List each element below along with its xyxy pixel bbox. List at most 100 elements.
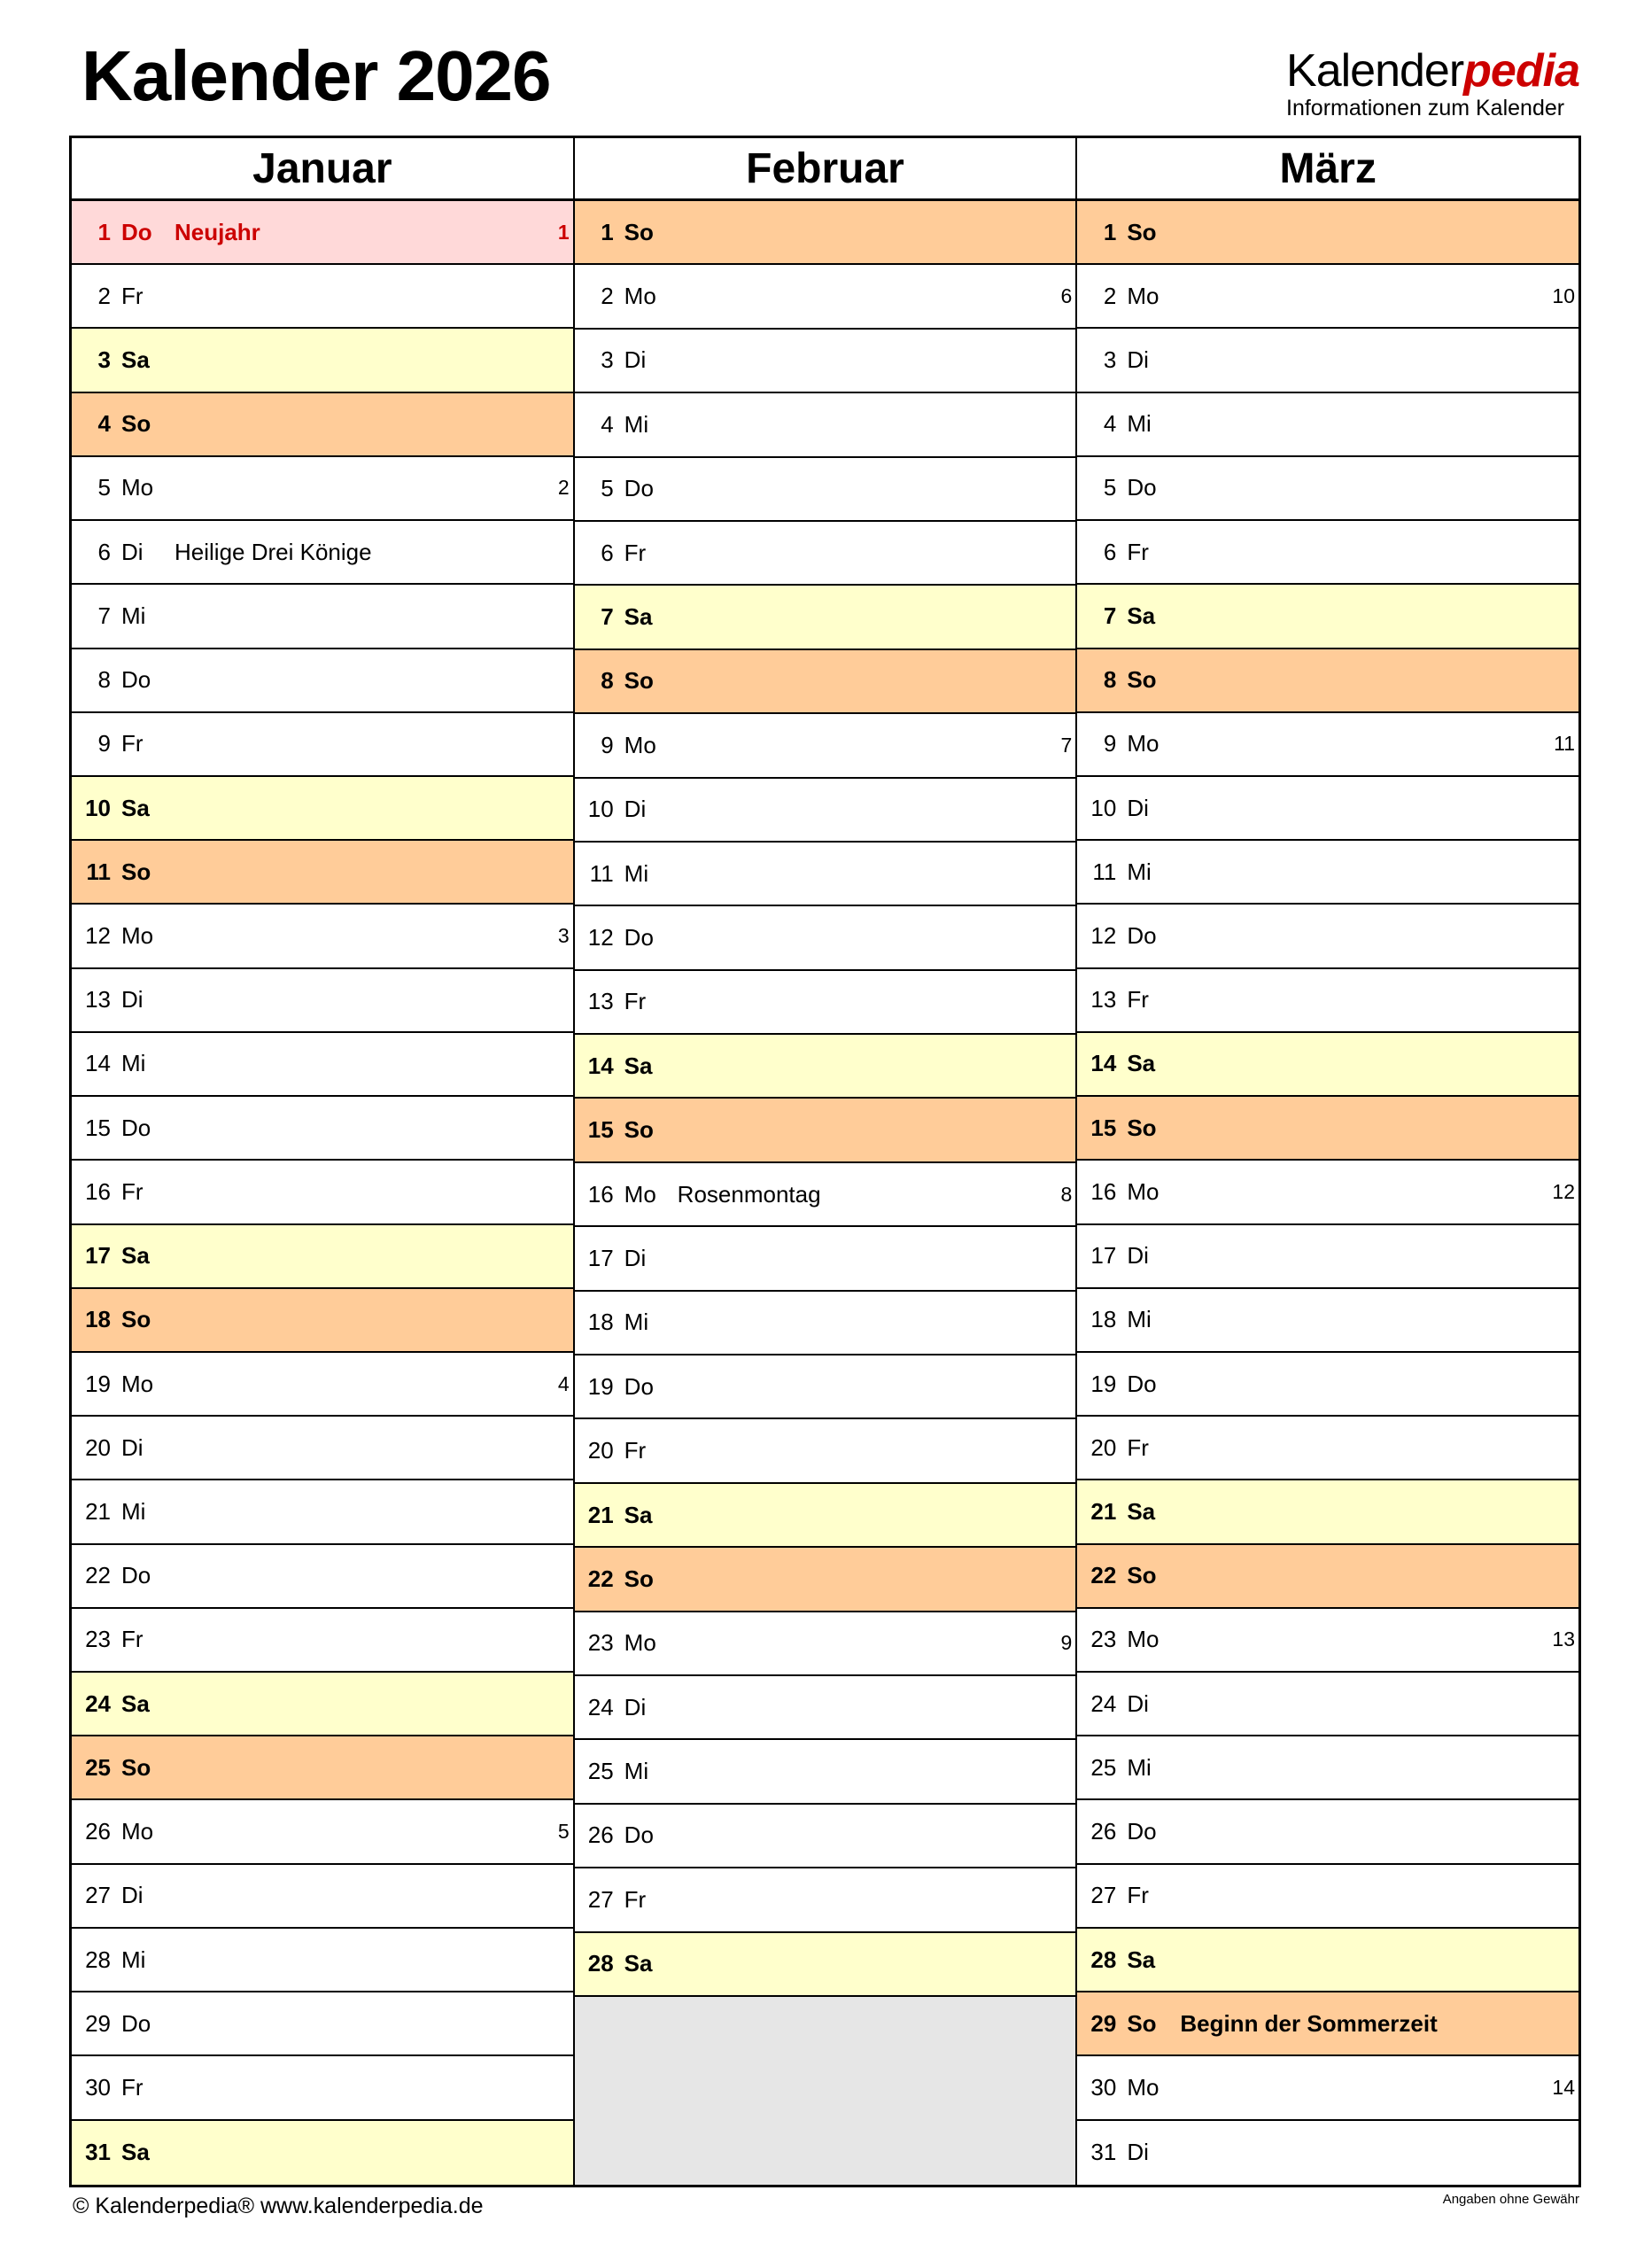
weekday: So xyxy=(624,218,654,245)
day-number: 27 xyxy=(85,1882,111,1909)
weekday: Sa xyxy=(1127,1497,1156,1525)
week-number: 2 xyxy=(557,476,570,500)
week-number: 6 xyxy=(1060,284,1073,308)
day-row: 2 Mo 6 xyxy=(574,265,1076,330)
weekday: Di xyxy=(121,986,143,1014)
day-row: 16 Mo 12 xyxy=(1077,1161,1579,1225)
day-row: 4 Mi xyxy=(574,393,1076,458)
weekday: Di xyxy=(624,1693,647,1720)
week-number: 10 xyxy=(1552,284,1576,307)
day-number: 9 xyxy=(601,731,614,758)
weekday: So xyxy=(1127,1114,1157,1141)
day-row: 9 Mo 7 xyxy=(574,714,1076,779)
day-row: 17 Di xyxy=(1077,1225,1579,1289)
day-row: 5 Do xyxy=(1077,457,1579,522)
day-number: 12 xyxy=(587,923,614,951)
day-number: 27 xyxy=(587,1885,614,1913)
day-number: 22 xyxy=(1090,1562,1117,1589)
day-number: 30 xyxy=(1090,2073,1117,2101)
day-number: 20 xyxy=(85,1433,111,1461)
day-number: 2 xyxy=(97,282,111,309)
day-number: 17 xyxy=(85,1242,111,1270)
day-row: 18 So xyxy=(72,1288,573,1353)
day-number: 25 xyxy=(1090,1753,1117,1781)
week-number: 14 xyxy=(1552,2075,1576,2099)
logo-text-accent: pedia xyxy=(1463,45,1580,97)
day-number: 24 xyxy=(85,1689,111,1717)
day-number: 24 xyxy=(587,1693,614,1720)
day-row: 27 Fr xyxy=(574,1868,1076,1933)
weekday: Di xyxy=(624,1244,647,1271)
page-title: Kalender 2026 xyxy=(81,36,552,115)
day-row: 28 Sa xyxy=(574,1932,1076,1997)
day-number: 11 xyxy=(86,858,112,885)
day-number: 25 xyxy=(85,1753,111,1781)
week-number: 7 xyxy=(1060,733,1073,757)
day-row: 14 Mi xyxy=(72,1033,573,1098)
weekday: So xyxy=(121,1753,151,1781)
day-number: 6 xyxy=(601,539,614,566)
day-row: 2 Mo 10 xyxy=(1077,265,1579,330)
day-row: 28 Sa xyxy=(1077,1928,1579,1993)
week-number: 8 xyxy=(1060,1182,1073,1206)
weekday: Sa xyxy=(624,1501,653,1528)
day-row: 4 So xyxy=(72,392,573,457)
kalenderpedia-logo: Kalenderpedia Informationen zum Kalender xyxy=(1286,45,1580,120)
weekday: Di xyxy=(121,1433,143,1461)
day-row: 13 Fr xyxy=(1077,969,1579,1033)
day-number: 4 xyxy=(97,410,111,438)
day-row: 23 Mo 13 xyxy=(1077,1609,1579,1674)
day-number: 23 xyxy=(587,1629,614,1657)
day-number: 10 xyxy=(587,796,614,823)
day-row: 27 Di xyxy=(72,1865,573,1929)
day-number: 7 xyxy=(97,602,111,629)
day-row: 26 Mo 5 xyxy=(72,1800,573,1865)
weekday: So xyxy=(121,410,151,438)
day-row: 25 So xyxy=(72,1736,573,1801)
event-label: Rosenmontag xyxy=(677,1180,821,1208)
day-number: 19 xyxy=(85,1370,111,1397)
day-number: 17 xyxy=(587,1244,614,1271)
day-number: 12 xyxy=(1090,922,1117,950)
weekday: So xyxy=(121,858,151,885)
day-number: 10 xyxy=(1090,794,1117,821)
weekday: Mi xyxy=(624,1758,649,1785)
day-number: 18 xyxy=(85,1306,111,1333)
day-number: 29 xyxy=(1090,2009,1117,2037)
day-number: 5 xyxy=(1103,474,1117,501)
weekday: Sa xyxy=(121,794,150,821)
month-header: Januar xyxy=(72,138,573,201)
weekday: Mo xyxy=(624,1629,656,1657)
weekday: Mi xyxy=(1127,410,1152,438)
weekday: So xyxy=(624,1565,654,1592)
day-number: 18 xyxy=(587,1309,614,1336)
weekday: Mi xyxy=(624,410,649,438)
day-row: 7 Sa xyxy=(574,586,1076,650)
footer-copyright: © Kalenderpedia® www.kalenderpedia.de xyxy=(73,2194,484,2218)
day-row: 1 So xyxy=(574,201,1076,266)
day-number: 13 xyxy=(1090,986,1117,1014)
weekday: So xyxy=(1127,1562,1157,1589)
month-header: Februar xyxy=(574,138,1076,201)
day-row: 15 So xyxy=(1077,1097,1579,1161)
day-number: 9 xyxy=(97,730,111,757)
day-row: 22 So xyxy=(574,1548,1076,1612)
day-number: 26 xyxy=(85,1818,111,1845)
week-number: 13 xyxy=(1552,1627,1576,1651)
weekday: Di xyxy=(1127,1689,1149,1717)
day-row: 29 Do xyxy=(72,1992,573,2057)
day-number: 5 xyxy=(97,474,111,501)
day-row: 3 Di xyxy=(574,330,1076,394)
day-number: 10 xyxy=(85,794,111,821)
day-row: 2 Fr xyxy=(72,265,573,330)
day-row: 7 Mi xyxy=(72,585,573,649)
day-row: 20 Fr xyxy=(574,1419,1076,1484)
weekday: So xyxy=(624,667,654,695)
weekday: Mi xyxy=(121,602,146,629)
weekday: Mi xyxy=(1127,1306,1152,1333)
day-number: 11 xyxy=(589,859,614,887)
day-number: 6 xyxy=(1103,538,1117,565)
weekday: Do xyxy=(1127,1370,1157,1397)
day-row: 23 Fr xyxy=(72,1609,573,1674)
day-row: 6 Fr xyxy=(574,522,1076,586)
